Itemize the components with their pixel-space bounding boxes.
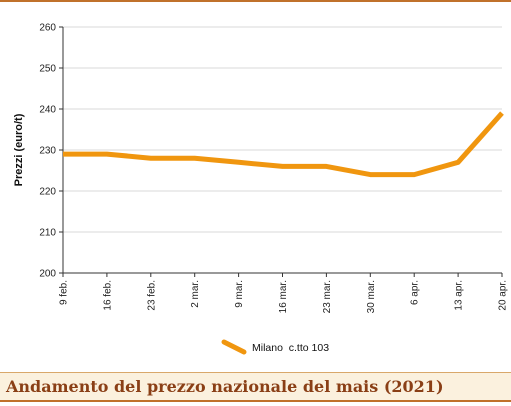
y-tick-label: 240: [39, 105, 56, 116]
x-tick-label: 9 mar.: [234, 280, 245, 308]
grid-lines: [63, 26, 502, 233]
y-tick-label: 220: [39, 187, 56, 198]
x-tick-label: 23 mar.: [322, 280, 333, 313]
legend-swatch: [221, 339, 247, 355]
x-tick-label: 23 feb.: [146, 280, 157, 311]
x-tick-label: 30 mar.: [366, 280, 377, 313]
x-tick-labels: 9 feb. 16 feb. 23 feb. 2 mar. 9 mar. 16 mar. 2…: [59, 280, 509, 313]
y-tick-label: 260: [39, 23, 56, 34]
caption-bar: Andamento del prezzo nazionale del mais …: [0, 372, 511, 402]
series-milano: [62, 111, 504, 178]
y-axis-label: Prezzi (euro/t): [13, 113, 25, 186]
line-chart: 200 210 220 230 240 250 260 9 feb. 16 feb. 23 fe…: [13, 23, 509, 355]
y-tick-label: 200: [39, 269, 56, 280]
legend-label: Milano c.tto 103: [252, 342, 329, 354]
x-tick-label: 6 apr.: [410, 280, 421, 305]
x-tick-label: 16 feb.: [102, 280, 113, 311]
x-tick-label: 16 mar.: [278, 280, 289, 313]
chart-caption: Andamento del prezzo nazionale del mais …: [6, 377, 444, 396]
legend: Milano c.tto 103: [221, 339, 329, 355]
y-tick-labels: 200 210 220 230 240 250 260: [39, 23, 56, 280]
series-line: [63, 111, 504, 178]
y-tick-label: 210: [39, 228, 56, 239]
y-tick-label: 230: [39, 146, 56, 157]
axes: [59, 26, 503, 277]
x-tick-label: 2 mar.: [190, 280, 201, 308]
top-rule: [0, 0, 511, 2]
x-tick-label: 9 feb.: [59, 280, 70, 305]
y-tick-label: 250: [39, 64, 56, 75]
x-tick-label: 20 apr.: [498, 280, 509, 311]
x-tick-label: 13 apr.: [454, 280, 465, 311]
